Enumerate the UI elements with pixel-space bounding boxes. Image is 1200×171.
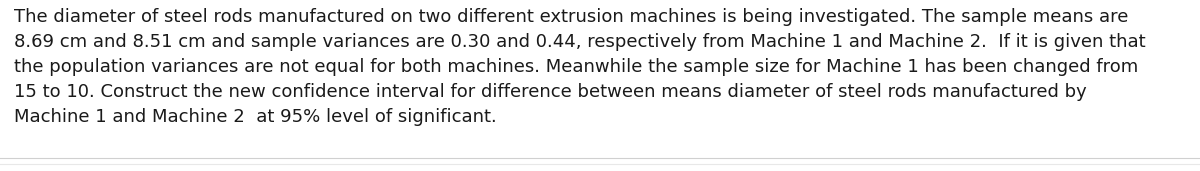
Text: Machine 1 and Machine 2  at 95% level of significant.: Machine 1 and Machine 2 at 95% level of … (14, 108, 497, 126)
Text: The diameter of steel rods manufactured on two different extrusion machines is b: The diameter of steel rods manufactured … (14, 8, 1128, 26)
Text: 8.69 cm and 8.51 cm and sample variances are 0.30 and 0.44, respectively from Ma: 8.69 cm and 8.51 cm and sample variances… (14, 33, 1146, 51)
Text: the population variances are not equal for both machines. Meanwhile the sample s: the population variances are not equal f… (14, 58, 1139, 76)
Text: 15 to 10. Construct the new confidence interval for difference between means dia: 15 to 10. Construct the new confidence i… (14, 83, 1087, 101)
